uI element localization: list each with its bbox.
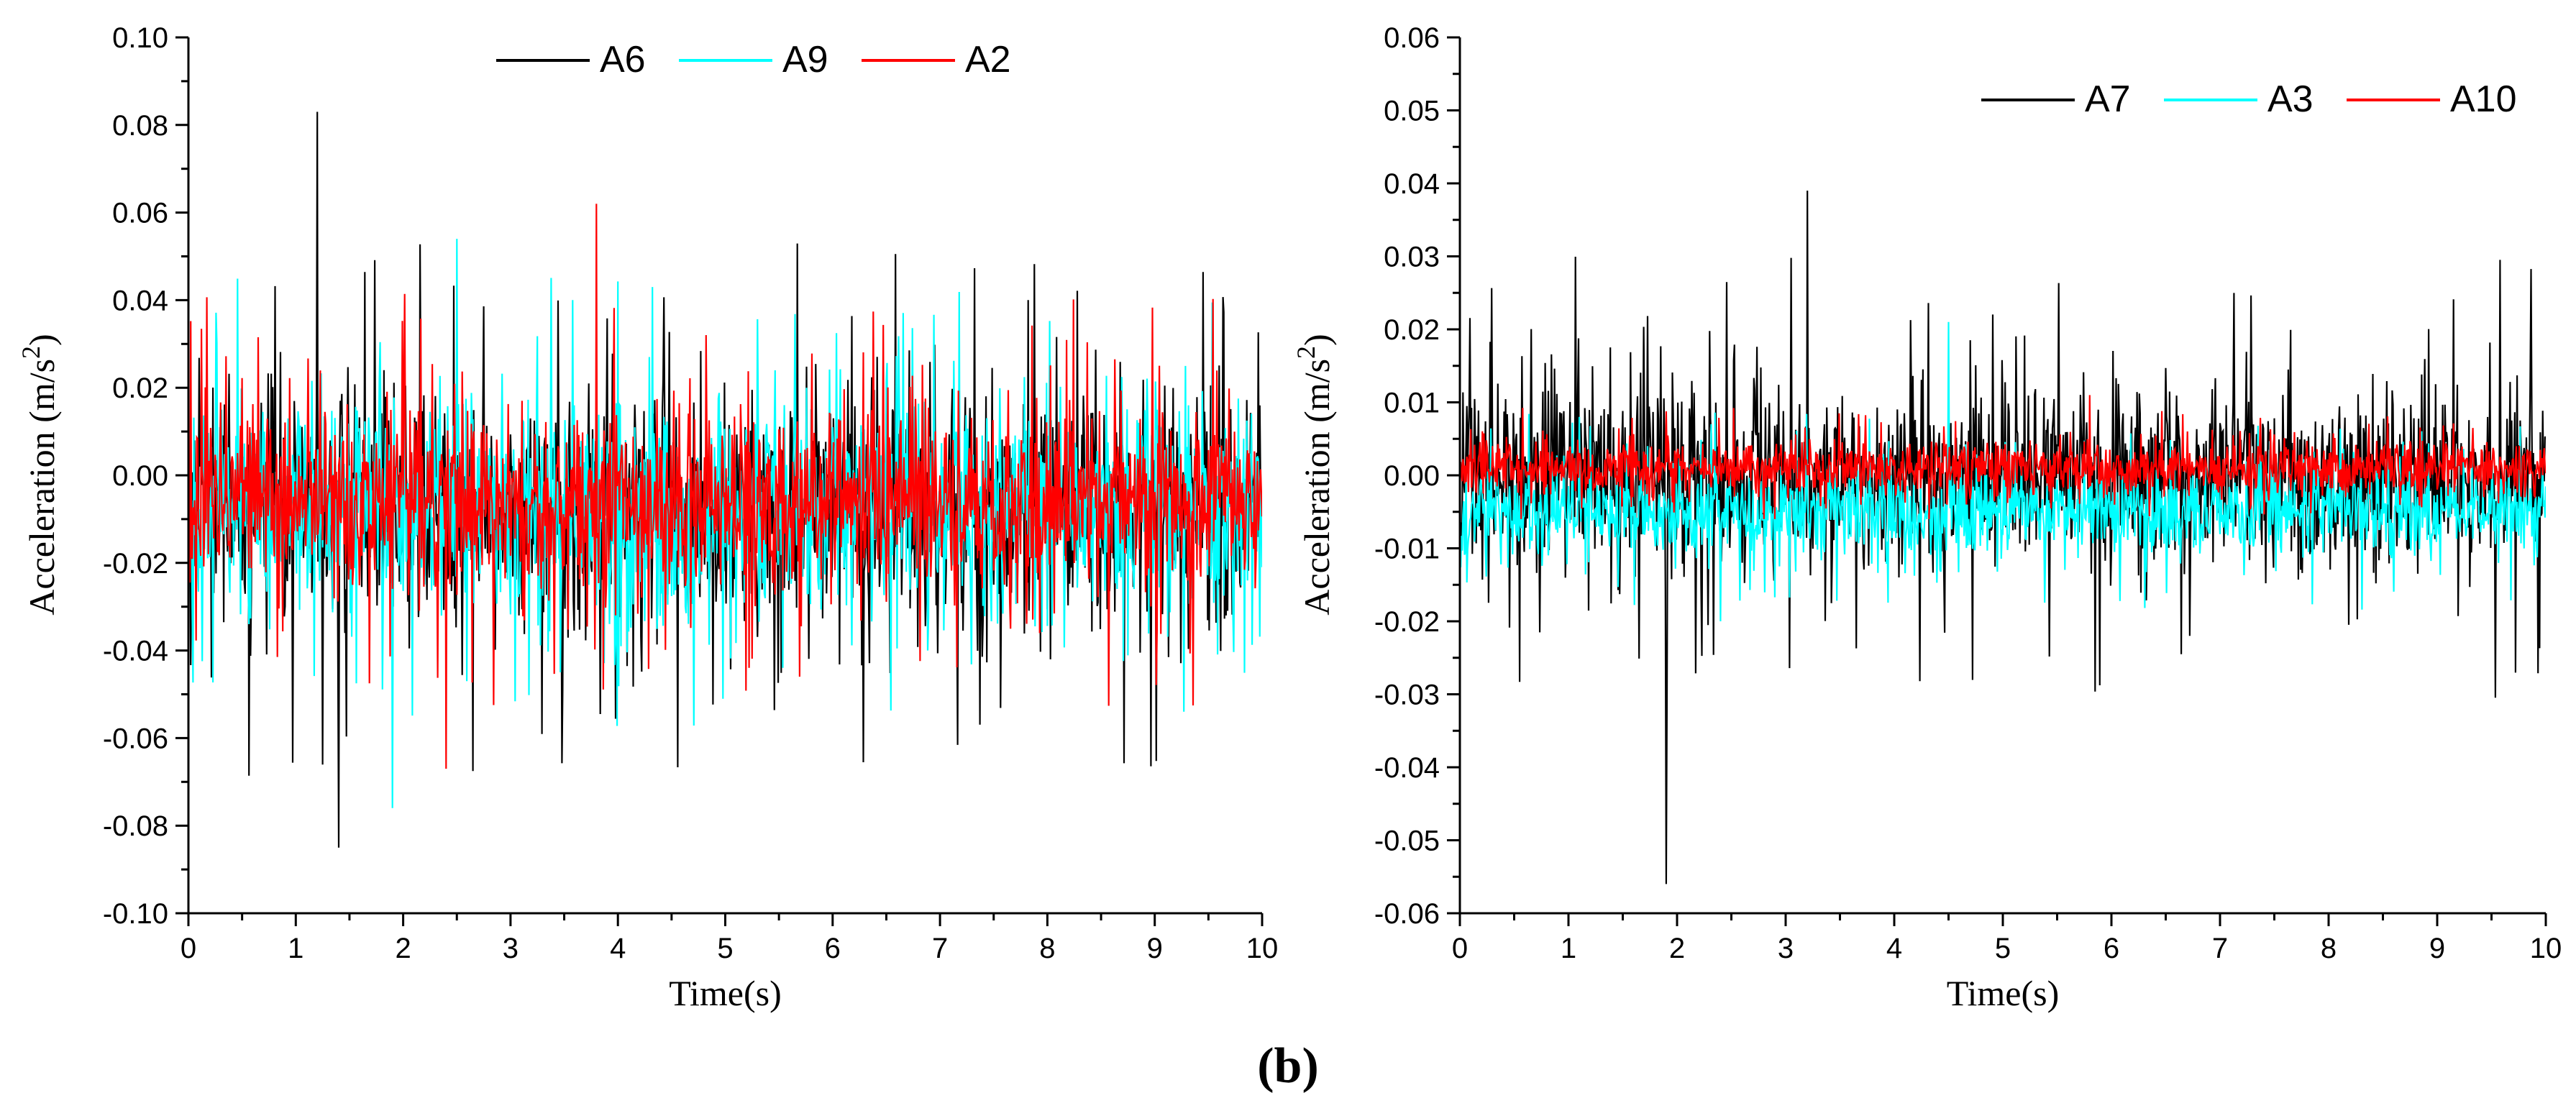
y-tick-label: 0.08 — [112, 110, 168, 142]
y-tick-label: 0.00 — [1384, 460, 1440, 492]
y-tick-label: 0.05 — [1384, 96, 1440, 127]
plot-area — [188, 111, 1262, 848]
y-tick-label: -0.02 — [103, 548, 168, 580]
y-tick-label: 0.02 — [1384, 314, 1440, 346]
x-tick-label: 8 — [2321, 933, 2337, 964]
x-tick-label: 3 — [503, 933, 519, 964]
x-axis-title: Time(s) — [1947, 973, 2060, 1013]
x-tick-label: 4 — [610, 933, 626, 964]
y-axis-title: Acceleration (m/s2) — [17, 334, 62, 615]
series-line-a7 — [1460, 191, 2546, 884]
chart-left: 0 1 2 3 4 5 6 7 8 9 10 -0.10 -0.08 -0.06 -0.04 -0.02 0.0… — [17, 22, 1278, 1013]
legend-label-a2: A2 — [965, 39, 1011, 81]
x-tick-label: 5 — [717, 933, 733, 964]
x-axis-title: Time(s) — [669, 973, 782, 1013]
y-axis-title: Acceleration (m/s2) — [1292, 334, 1337, 615]
y-tick-label: 0.00 — [112, 460, 168, 492]
plot-area — [1460, 191, 2546, 884]
legend-label-a3: A3 — [2267, 78, 2314, 120]
y-tick-label: -0.02 — [1374, 606, 1440, 638]
y-tick-label: 0.03 — [1384, 242, 1440, 273]
y-tick-label: 0.04 — [112, 285, 168, 316]
x-tick-label: 2 — [395, 933, 411, 964]
y-tick-label: -0.04 — [103, 636, 168, 667]
x-tick-label: 6 — [825, 933, 841, 964]
legend-label-a7: A7 — [2085, 78, 2131, 120]
legend: A7 A3 A10 — [1981, 78, 2517, 120]
legend-label-a10: A10 — [2450, 78, 2517, 120]
y-tick-label: -0.06 — [103, 723, 168, 754]
chart-right: 0 1 2 3 4 5 6 7 8 9 10 -0.06 -0.05 -0.04 -0.03 -0.02 -0.… — [1292, 22, 2562, 1013]
y-tick-label: -0.05 — [1374, 826, 1440, 857]
x-tick-label: 8 — [1039, 933, 1055, 964]
x-tick-label: 0 — [1452, 933, 1468, 964]
legend: A6 A9 A2 — [496, 39, 1011, 81]
x-tick-label: 4 — [1886, 933, 1902, 964]
x-tick-label: 2 — [1669, 933, 1685, 964]
series-line-a10 — [1460, 395, 2546, 519]
y-tick-label: 0.01 — [1384, 388, 1440, 419]
y-tick-label: -0.08 — [103, 810, 168, 842]
x-tick-label: 5 — [1995, 933, 2011, 964]
series-line-a2 — [188, 204, 1262, 769]
y-tick-label: -0.04 — [1374, 752, 1440, 784]
y-tick-label: 0.06 — [112, 198, 168, 229]
y-tick-label: 0.04 — [1384, 168, 1440, 200]
panel-label: (b) — [1257, 1038, 1319, 1094]
x-tick-label: 1 — [1561, 933, 1576, 964]
x-tick-label: 7 — [2212, 933, 2228, 964]
legend-label-a6: A6 — [600, 39, 646, 81]
x-tick-label: 6 — [2104, 933, 2119, 964]
y-tick-label: -0.06 — [1374, 898, 1440, 930]
y-tick-label: -0.10 — [103, 898, 168, 930]
x-tick-label: 9 — [1147, 933, 1163, 964]
x-tick-label: 3 — [1778, 933, 1794, 964]
series-line-a3 — [1460, 321, 2546, 622]
x-tick-label: 7 — [932, 933, 948, 964]
y-tick-label: 0.02 — [112, 372, 168, 404]
x-tick-label: 9 — [2429, 933, 2445, 964]
x-tick-label: 0 — [181, 933, 196, 964]
y-tick-label: 0.10 — [112, 22, 168, 54]
y-tick-label: 0.06 — [1384, 22, 1440, 54]
y-tick-label: -0.01 — [1374, 534, 1440, 565]
x-tick-label: 10 — [2530, 933, 2562, 964]
x-tick-label: 1 — [288, 933, 303, 964]
y-tick-label: -0.03 — [1374, 680, 1440, 711]
x-tick-label: 10 — [1246, 933, 1279, 964]
legend-label-a9: A9 — [782, 39, 828, 81]
